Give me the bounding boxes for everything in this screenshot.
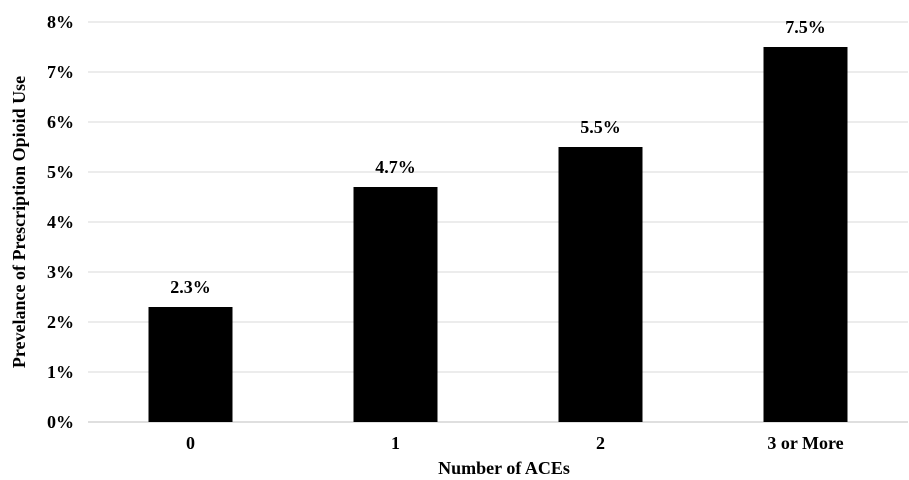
data-label: 5.5% [580, 117, 621, 137]
y-axis-label: Prevelance of Prescription Opioid Use [9, 76, 29, 368]
bar [148, 307, 233, 422]
y-tick-label: 8% [47, 12, 74, 32]
y-tick-label: 7% [47, 62, 74, 82]
y-tick-label: 6% [47, 112, 74, 132]
y-axis-ticks: 0% 1% 2% 3% 4% 5% 6% 7% 8% [47, 12, 74, 432]
x-tick-label: 1 [391, 433, 400, 453]
y-tick-label: 1% [47, 362, 74, 382]
x-tick-label: 0 [186, 433, 195, 453]
y-tick-label: 2% [47, 312, 74, 332]
bar [763, 47, 848, 422]
bar [353, 187, 438, 422]
y-tick-label: 5% [47, 162, 74, 182]
x-tick-label: 2 [596, 433, 605, 453]
x-axis-ticks: 0 1 2 3 or More [186, 433, 844, 453]
y-tick-label: 4% [47, 212, 74, 232]
data-label: 2.3% [170, 277, 211, 297]
y-tick-label: 0% [47, 412, 74, 432]
bar [558, 147, 643, 422]
x-tick-label: 3 or More [767, 433, 843, 453]
bars [148, 47, 848, 422]
data-label: 7.5% [785, 17, 826, 37]
y-tick-label: 3% [47, 262, 74, 282]
data-labels: 2.3% 4.7% 5.5% 7.5% [170, 17, 826, 297]
data-label: 4.7% [375, 157, 416, 177]
x-axis-label: Number of ACEs [438, 458, 570, 478]
